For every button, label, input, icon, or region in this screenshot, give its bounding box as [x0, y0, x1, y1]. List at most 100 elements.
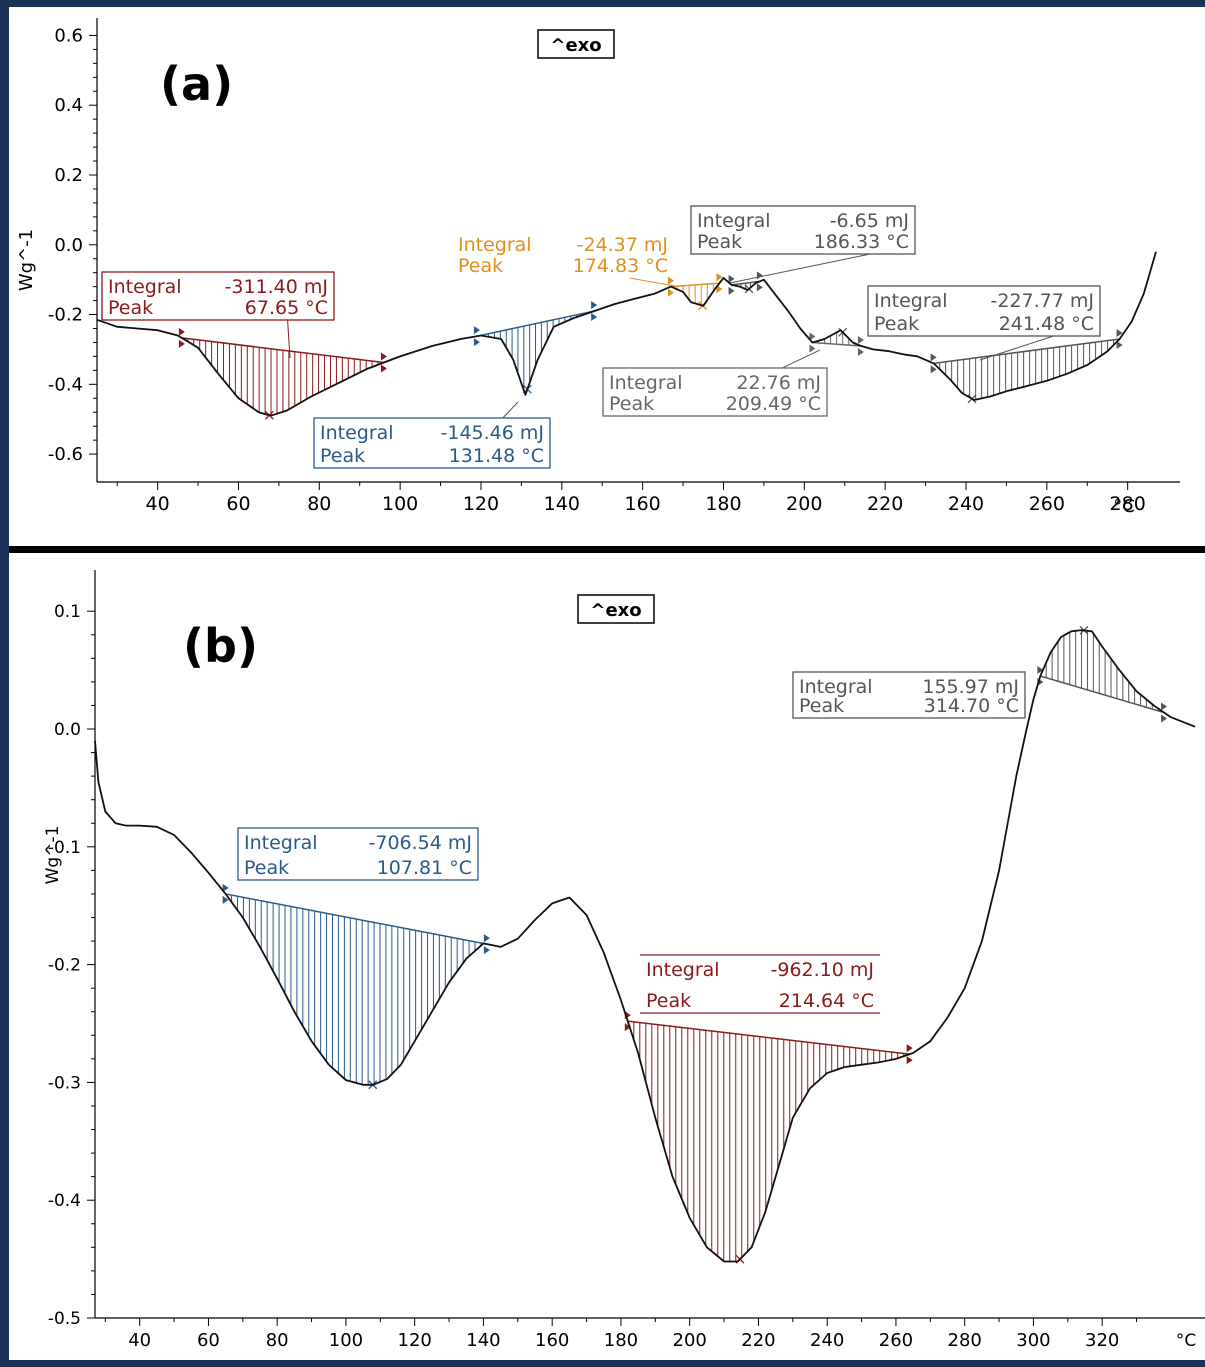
x-tick-label: 160: [625, 493, 661, 515]
x-tick-label: 80: [307, 493, 331, 515]
x-tick-label: 240: [948, 493, 984, 515]
x-tick-label: 40: [128, 1330, 151, 1351]
dsc-curve: [94, 629, 1196, 1263]
limit-marker: [473, 326, 480, 347]
peak-label-box: [602, 367, 828, 417]
peak-value: 214.64 °C: [779, 990, 874, 1012]
integral-value: -227.77 mJ: [991, 290, 1095, 312]
y-tick-label: 0.0: [54, 720, 81, 740]
limit-marker: [1161, 702, 1168, 723]
x-axis-label: °C: [1113, 496, 1135, 517]
peak-value: 314.70 °C: [924, 695, 1019, 717]
integral-label: Integral: [874, 290, 948, 312]
baseline-line: [225, 893, 488, 945]
peak-leader-line: [287, 319, 291, 359]
peak-label: Peak: [874, 313, 919, 335]
dsc-curve: [96, 251, 1157, 417]
peak-label: Peak: [458, 255, 503, 277]
baseline-line: [476, 310, 595, 337]
x-tick-label: 220: [741, 1330, 775, 1351]
y-tick-label: -0.4: [48, 1191, 81, 1211]
integral-label: Integral: [646, 959, 720, 981]
y-tick-label: -0.2: [48, 305, 83, 326]
baseline-line: [1040, 675, 1165, 714]
limit-marker: [380, 352, 387, 373]
baseline-line: [812, 341, 861, 347]
baseline-line: [933, 338, 1120, 365]
limit-marker: [483, 934, 490, 955]
peak-value: 67.65 °C: [245, 297, 328, 319]
integral-value: -24.37 mJ: [577, 234, 668, 256]
limit-marker: [716, 273, 723, 294]
panel-label: (b): [183, 619, 258, 673]
peak-leader-line: [502, 401, 519, 419]
exo-box: [577, 594, 655, 624]
x-tick-label: 140: [544, 493, 580, 515]
integral-value: -6.65 mJ: [830, 210, 909, 232]
y-tick-label: 0.6: [54, 25, 83, 46]
integral-value: -145.46 mJ: [441, 422, 545, 444]
peak-label: Peak: [108, 297, 153, 319]
x-tick-label: 320: [1085, 1330, 1119, 1351]
x-tick-label: 60: [197, 1330, 220, 1351]
x-tick-label: 220: [867, 493, 903, 515]
y-tick-label: -0.2: [48, 956, 81, 976]
peak-label: Peak: [609, 393, 654, 415]
x-tick-label: 260: [879, 1330, 913, 1351]
integral-label: Integral: [458, 234, 532, 256]
y-tick-label: 0.1: [54, 602, 81, 622]
x-tick-label: 100: [382, 493, 418, 515]
integral-value: 22.76 mJ: [736, 372, 821, 394]
integral-label: Integral: [108, 276, 182, 298]
x-tick-label: 240: [810, 1330, 844, 1351]
x-tick-label: 180: [604, 1330, 638, 1351]
x-tick-label: 40: [146, 493, 170, 515]
integral-label: Integral: [799, 676, 873, 698]
peak-label: Peak: [697, 231, 742, 253]
x-tick-label: 80: [266, 1330, 289, 1351]
x-tick-label: 280: [948, 1330, 982, 1351]
peak-label: Peak: [320, 445, 365, 467]
baseline-line: [670, 282, 720, 288]
peak-leader-line: [781, 349, 821, 369]
integral-label: Integral: [244, 832, 318, 854]
baseline-line: [181, 337, 385, 364]
y-tick-label: 0.0: [54, 235, 83, 256]
x-tick-label: 140: [466, 1330, 500, 1351]
x-tick-label: 260: [1029, 493, 1065, 515]
limit-marker: [667, 276, 674, 297]
peak-label-box: [792, 671, 1026, 719]
x-tick-label: 200: [673, 1330, 707, 1351]
integral-value: 155.97 mJ: [922, 676, 1019, 698]
x-tick-label: 60: [226, 493, 250, 515]
y-tick-label: 0.2: [54, 165, 83, 186]
integral-label: Integral: [609, 372, 683, 394]
peak-label: Peak: [646, 990, 691, 1012]
limit-marker: [728, 274, 735, 295]
peak-value: 131.48 °C: [449, 445, 544, 467]
limit-marker: [1116, 328, 1123, 349]
x-tick-label: 180: [705, 493, 741, 515]
limit-marker: [857, 335, 864, 356]
exo-label: ^exo: [550, 35, 601, 56]
exo-box: [537, 29, 615, 59]
panel-separator: [9, 546, 1205, 553]
peak-value: 186.33 °C: [814, 231, 909, 253]
peak-label-box: [313, 417, 551, 469]
limit-marker: [906, 1044, 913, 1065]
panel-label: (a): [160, 57, 233, 111]
limit-marker: [809, 332, 816, 353]
integral-value: -706.54 mJ: [369, 832, 473, 854]
limit-marker: [222, 883, 229, 904]
baseline-line: [627, 1020, 910, 1055]
y-tick-label: -0.4: [48, 374, 83, 395]
peak-label-box: [867, 285, 1101, 337]
limit-marker: [178, 327, 185, 348]
y-axis-label: Wg^-1: [16, 229, 37, 291]
peak-leader-line: [979, 335, 1054, 361]
peak-value: 174.83 °C: [573, 255, 668, 277]
peak-value: 107.81 °C: [377, 857, 472, 879]
x-tick-label: 100: [329, 1330, 363, 1351]
